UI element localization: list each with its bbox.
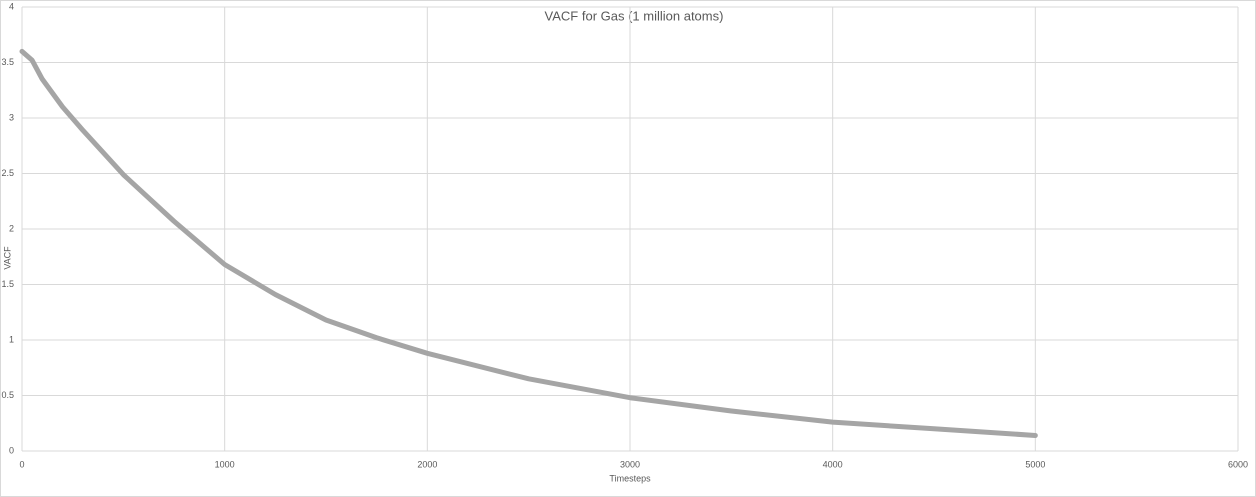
x-tick-label: 6000 (1228, 459, 1248, 469)
x-tick-label: 0 (19, 459, 24, 469)
y-tick-label: 0 (9, 445, 14, 455)
y-tick-label: 3.5 (1, 57, 14, 67)
x-tick-label: 2000 (417, 459, 437, 469)
chart-title: VACF for Gas (1 million atoms) (545, 8, 724, 23)
y-tick-label: 2 (9, 223, 14, 233)
x-tick-label: 5000 (1025, 459, 1045, 469)
x-tick-label: 3000 (620, 459, 640, 469)
y-tick-label: 1.5 (1, 279, 14, 289)
data-line (19, 48, 1038, 438)
y-tick-label: 1 (9, 334, 14, 344)
y-tick-label: 0.5 (1, 390, 14, 400)
y-tick-label: 2.5 (1, 168, 14, 178)
x-tick-label: 4000 (823, 459, 843, 469)
y-tick-label: 3 (9, 112, 14, 122)
y-axis-label: VACF (2, 246, 12, 270)
x-axis-label: Timesteps (609, 473, 651, 483)
x-tick-label: 1000 (215, 459, 235, 469)
y-tick-label: 4 (9, 1, 14, 11)
